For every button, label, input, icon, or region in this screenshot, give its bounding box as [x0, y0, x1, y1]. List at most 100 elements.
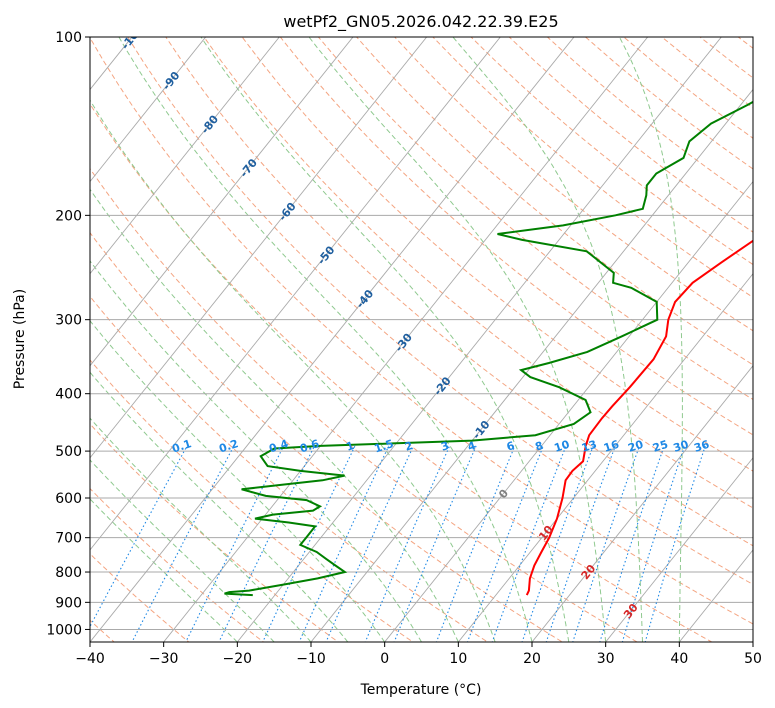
moist-adiabat: [118, 37, 533, 642]
dry-adiabat: [90, 231, 564, 642]
y-tick-label: 900: [55, 595, 82, 611]
mixing-ratio-lines: [90, 445, 706, 642]
mixing-ratio-label: 10: [553, 438, 572, 455]
x-tick-label: −10: [296, 651, 326, 667]
skewed-isotherms: [0, 10, 753, 654]
isotherm-label: -50: [315, 243, 338, 267]
mixing-ratio-label: 1.5: [373, 437, 396, 455]
isotherm-label: -20: [431, 374, 454, 398]
isotherm-label: -90: [160, 69, 183, 93]
isotherm-label: -80: [199, 112, 222, 136]
dry-adiabat: [90, 359, 414, 642]
dry-adiabat: [90, 103, 713, 642]
mixing-ratio-line: [262, 445, 356, 642]
x-tick-label: −20: [223, 651, 253, 667]
skewed-isotherm: [531, 365, 753, 642]
y-axis-label: Pressure (hPa): [12, 289, 28, 389]
isotherm-label: -70: [237, 156, 260, 180]
moist-adiabat: [90, 188, 459, 642]
y-tick-label: 800: [55, 565, 82, 581]
skewed-isotherm: [384, 180, 753, 642]
moist-adiabat: [90, 260, 422, 642]
dry-adiabat: [355, 37, 753, 366]
skewed-isotherm: [310, 88, 753, 642]
skewed-isotherm: [90, 37, 207, 183]
mixing-ratio-line: [599, 445, 665, 642]
x-axis-ticks: −40 −30 −20 −10 0 10 20 30 40 50: [75, 642, 762, 667]
moist-adiabat: [452, 37, 643, 642]
dry-adiabat: [90, 487, 265, 642]
dry-adiabat: [470, 37, 753, 266]
mixing-ratio-label: 1: [345, 439, 356, 454]
x-tick-label: −30: [149, 651, 179, 667]
moist-adiabat: [90, 99, 496, 642]
mixing-ratio-line: [393, 445, 477, 642]
moist-adiabat: [90, 498, 238, 642]
x-tick-label: 30: [597, 651, 615, 667]
dry-adiabat: [90, 553, 190, 642]
dry-adiabat: [90, 295, 489, 642]
x-tick-label: 10: [449, 651, 467, 667]
dry-adiabat: [317, 37, 753, 401]
isotherm-label: -60: [276, 200, 299, 224]
x-tick-label: 0: [380, 651, 389, 667]
skewed-isotherm: [678, 549, 753, 642]
mixing-ratio-line: [131, 445, 235, 642]
mixing-ratio-label: 20: [626, 438, 645, 455]
mixing-ratio-label: 0.2: [217, 437, 240, 455]
skewed-isotherm: [90, 37, 280, 275]
skewed-isotherm: [90, 37, 501, 551]
x-tick-label: 50: [744, 651, 762, 667]
mixing-ratio-line: [521, 445, 594, 642]
mixing-ratio-label: 36: [692, 438, 711, 455]
chart-title: wetPf2_GN05.2026.042.22.39.E25: [283, 12, 558, 32]
mixing-ratio-label: 3: [439, 439, 450, 454]
y-tick-label: 200: [55, 208, 82, 224]
mixing-ratio-label: 2: [403, 439, 414, 454]
plot-area: -100-90-80-70-60-50-40-30-20-10010203040…: [0, 10, 753, 654]
dry-adiabat: [622, 37, 753, 139]
mixing-ratio-line: [364, 445, 451, 642]
x-tick-label: −40: [75, 651, 105, 667]
skewed-isotherm: [457, 272, 753, 642]
mixing-ratio-labels: 0.1 0.2 0.4 0.6 1 1.5 2 3 4 6 8 10 13 16 20 25 30 36: [170, 437, 711, 456]
dry-adiabat: [546, 37, 753, 201]
dry-adiabat: [279, 37, 753, 436]
skewed-isotherm: [605, 457, 753, 642]
dry-adiabat: [241, 37, 753, 472]
y-tick-label: 400: [55, 387, 82, 403]
mixing-ratio-label: 8: [533, 439, 544, 454]
y-axis-ticks: 100 200 300 400 500 600 700 800 900 1000: [46, 30, 90, 638]
plot-frame: [89, 36, 754, 643]
y-tick-label: 100: [55, 30, 82, 46]
x-tick-label: 40: [670, 651, 688, 667]
moist-adiabat: [90, 371, 349, 642]
profile-series: [224, 100, 753, 597]
dry-adiabat: [203, 37, 753, 509]
moist-adiabat: [618, 37, 683, 642]
mixing-ratio-line: [491, 445, 567, 642]
mixing-ratio-label: 16: [602, 438, 621, 455]
dewpoint-profile-line: [224, 100, 753, 597]
skewed-isotherm: [90, 37, 428, 459]
mixing-ratio-label: 4: [466, 439, 478, 454]
mixing-ratio-label: 6: [505, 439, 517, 454]
x-tick-label: 20: [523, 651, 541, 667]
dry-adiabat: [432, 37, 753, 298]
dry-adiabat: [394, 37, 753, 332]
skewed-isotherm: [0, 10, 6, 654]
moist-adiabat: [90, 320, 386, 642]
y-tick-label: 1000: [46, 622, 82, 638]
y-tick-label: 300: [55, 313, 82, 329]
y-tick-label: 600: [55, 491, 82, 507]
mixing-ratio-label: 13: [580, 438, 599, 455]
mixing-ratio-label: 30: [672, 438, 691, 455]
moist-adiabat: [308, 37, 607, 642]
dry-adiabats: [90, 37, 753, 642]
dry-adiabat: [90, 167, 639, 642]
moist-adiabat: [90, 459, 275, 642]
mixing-ratio-label: 25: [651, 438, 670, 455]
isotherm-label: 0: [496, 487, 511, 501]
